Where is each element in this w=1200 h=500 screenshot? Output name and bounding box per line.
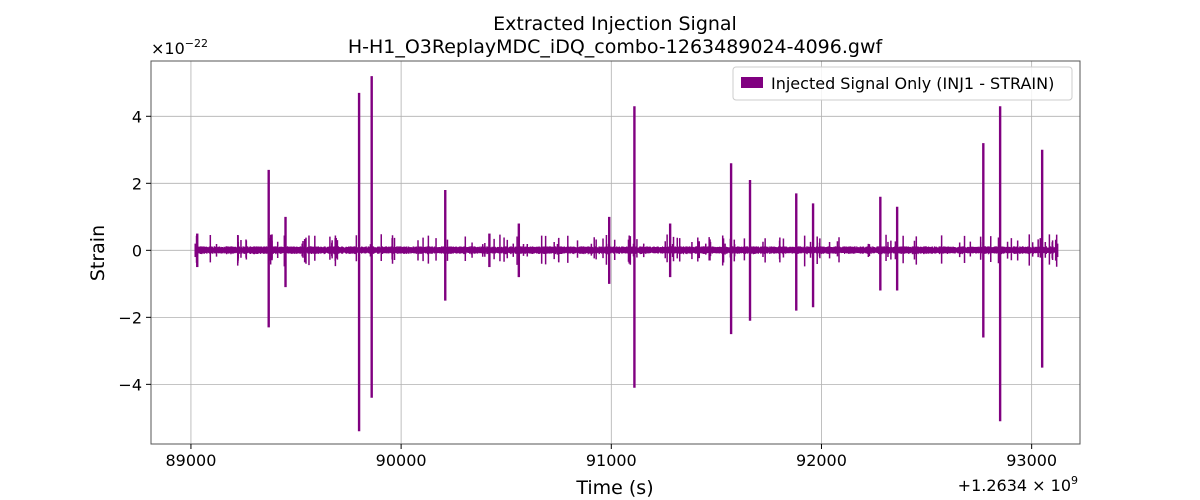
y-tick-label: 4 <box>132 107 142 126</box>
y-tick-label: −4 <box>118 375 142 394</box>
tick-layer: 89000 90000 91000 92000 93000 −4 −2 0 2 4 <box>118 107 1057 470</box>
signal-noise-band <box>195 246 1058 255</box>
data-layer <box>194 76 1059 432</box>
y-tick-label: 0 <box>132 241 142 260</box>
x-axis-label: Time (s) <box>575 477 653 499</box>
legend-swatch <box>741 77 763 88</box>
y-scale-base: ×10 <box>151 39 185 58</box>
x-offset-base: +1.2634 × 10 <box>958 476 1071 495</box>
x-offset-exponent: 9 <box>1071 474 1078 487</box>
x-tick-label: 93000 <box>1006 451 1057 470</box>
y-scale-label: ×10−22 <box>151 37 208 58</box>
y-scale-exponent: −22 <box>185 37 208 50</box>
x-offset-label: +1.2634 × 109 <box>958 474 1078 495</box>
x-tick-label: 91000 <box>586 451 637 470</box>
x-tick-label: 92000 <box>796 451 847 470</box>
chart-title: Extracted Injection Signal <box>493 13 737 35</box>
plot-frame <box>150 60 1081 445</box>
y-tick-label: −2 <box>118 308 142 327</box>
signal-glitches <box>195 234 1058 267</box>
x-tick-label: 90000 <box>376 451 427 470</box>
legend-label: Injected Signal Only (INJ1 - STRAIN) <box>771 74 1054 93</box>
legend: Injected Signal Only (INJ1 - STRAIN) <box>732 66 1073 101</box>
y-tick-label: 2 <box>132 174 142 193</box>
legend-box <box>732 66 1073 101</box>
x-tick-label: 89000 <box>165 451 216 470</box>
y-axis-label: Strain <box>87 225 109 281</box>
chart-subtitle: H-H1_O3ReplayMDC_iDQ_combo-1263489024-40… <box>348 36 884 58</box>
